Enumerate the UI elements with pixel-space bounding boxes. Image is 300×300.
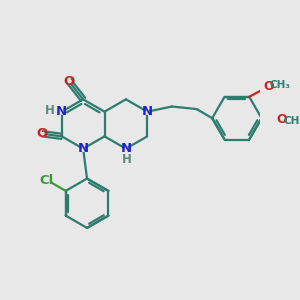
- Text: H: H: [45, 104, 55, 117]
- Text: Cl: Cl: [40, 174, 54, 187]
- Text: H: H: [122, 153, 132, 166]
- Text: N: N: [56, 105, 67, 118]
- Text: O: O: [37, 127, 48, 140]
- Text: N: N: [78, 142, 89, 155]
- Text: N: N: [120, 142, 131, 155]
- Text: CH₃: CH₃: [284, 116, 300, 126]
- Text: O: O: [63, 75, 74, 88]
- Text: O: O: [277, 113, 287, 126]
- Text: CH₃: CH₃: [270, 80, 291, 90]
- Text: N: N: [142, 105, 153, 118]
- Text: O: O: [263, 80, 274, 93]
